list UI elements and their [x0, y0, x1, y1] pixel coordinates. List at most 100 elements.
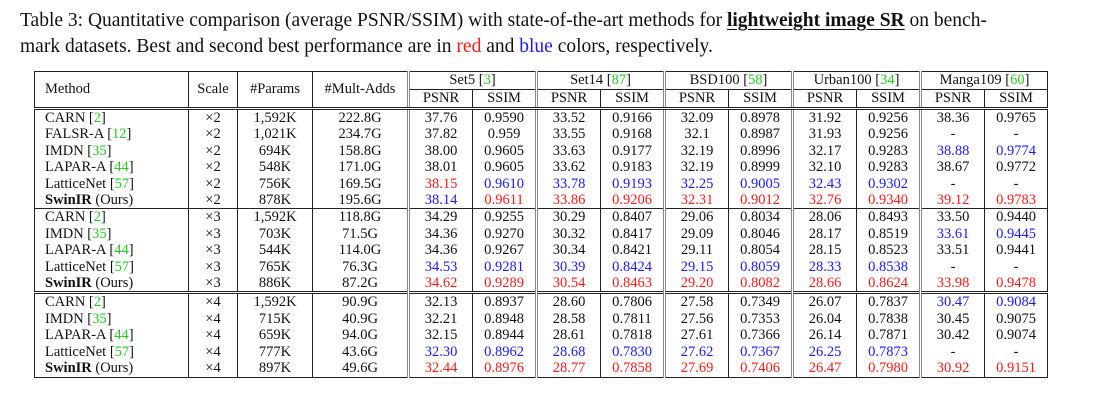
citation-link[interactable]: 34	[880, 72, 895, 89]
table-row: LAPAR-A [44] ×3 544K 114.0G 34.36 0.9267 30…	[35, 242, 1048, 259]
table-row: SwinIR (Ours) ×3 886K 87.2G 34.62 0.9289 30…	[35, 275, 1048, 293]
header-ssim: SSIM	[472, 89, 537, 110]
citation-link[interactable]: 35	[92, 142, 107, 159]
psnr-cell: 34.36	[407, 225, 473, 243]
citation-link[interactable]: 57	[114, 343, 130, 360]
method-cell: CARN [2]	[45, 110, 106, 126]
header-params: #Params	[237, 71, 313, 110]
params-cell: 765K	[237, 258, 313, 276]
ours-label: (Ours)	[91, 192, 134, 209]
psnr-cell: 33.62	[535, 159, 601, 176]
ssim-cell: 0.8421	[600, 242, 665, 259]
header-psnr: PSNR	[919, 89, 985, 110]
psnr-cell: 28.15	[791, 242, 857, 259]
ssim-cell: 0.8417	[600, 225, 665, 243]
citation-link[interactable]: 35	[92, 310, 107, 327]
ssim-cell: 0.8538	[856, 258, 921, 276]
mult-adds-cell: 87.2G	[312, 275, 409, 293]
citation-link[interactable]: 35	[92, 225, 107, 242]
psnr-cell: 26.25	[791, 343, 857, 361]
psnr-cell: 28.61	[535, 327, 601, 344]
ours-label: (Ours)	[91, 360, 134, 377]
psnr-cell: 28.68	[535, 343, 601, 361]
scale-cell: ×4	[188, 310, 238, 328]
method-name: LatticeNet	[45, 258, 107, 275]
citation-link[interactable]: 44	[114, 327, 129, 344]
ssim-cell: 0.9765	[984, 108, 1048, 127]
ours-label: (Ours)	[91, 275, 134, 292]
psnr-cell: 30.54	[535, 275, 601, 293]
mult-adds-cell: 90.9G	[312, 291, 409, 311]
ssim-cell: 0.8948	[472, 310, 537, 328]
ssim-cell: 0.8523	[856, 242, 921, 259]
mult-adds-cell: 171.0G	[312, 159, 409, 176]
caption-prefix: Table 3: Quantitative comparison (averag…	[20, 10, 727, 31]
citation-link[interactable]: 2	[93, 110, 102, 126]
header-dataset: Urban100 [34]	[791, 71, 921, 90]
ssim-cell: 0.9289	[472, 275, 537, 293]
ssim-cell: 0.9177	[600, 142, 665, 160]
method-name: IMDN	[45, 225, 84, 242]
ssim-cell: 0.9075	[984, 310, 1048, 328]
psnr-cell: 37.76	[407, 108, 473, 127]
ssim-cell: 0.8624	[856, 275, 921, 293]
header-dataset: BSD100 [58]	[663, 71, 793, 90]
citation-link[interactable]: 87	[611, 72, 627, 89]
caption-bold-topic: lightweight image SR	[726, 10, 905, 31]
ssim-cell: -	[984, 126, 1048, 143]
citation-link[interactable]: 2	[93, 294, 102, 311]
psnr-cell: 32.1	[663, 126, 729, 143]
mult-adds-cell: 40.9G	[312, 310, 409, 328]
psnr-cell: 32.31	[663, 192, 729, 209]
header-mult-adds: #Mult-Adds	[312, 71, 409, 110]
header-ssim: SSIM	[728, 89, 793, 110]
citation-link[interactable]: 58	[748, 72, 763, 89]
mult-adds-cell: 222.8G	[312, 108, 409, 127]
citation-link[interactable]: 44	[114, 159, 129, 176]
psnr-cell: 31.93	[791, 126, 857, 143]
ssim-cell: 0.9074	[984, 327, 1048, 344]
psnr-cell: 26.07	[791, 291, 857, 311]
ssim-cell: 0.8493	[856, 208, 921, 226]
psnr-cell: 33.78	[535, 175, 601, 193]
citation-link[interactable]: 2	[93, 209, 102, 226]
citation-link[interactable]: 3	[483, 72, 491, 89]
ssim-cell: 0.9283	[856, 159, 921, 176]
ssim-cell: 0.9772	[984, 159, 1048, 176]
citation-link[interactable]: 60	[1010, 72, 1025, 89]
ssim-cell: -	[984, 258, 1048, 276]
params-cell: 897K	[237, 360, 313, 378]
method-cell: LAPAR-A [44]	[45, 159, 134, 176]
scale-cell: ×3	[188, 258, 238, 276]
citation-link[interactable]: 57	[114, 258, 130, 275]
params-cell: 1,021K	[237, 126, 313, 143]
ssim-cell: 0.8407	[600, 208, 665, 226]
ssim-cell: 0.8987	[728, 126, 793, 143]
params-cell: 777K	[237, 343, 313, 361]
ssim-cell: 0.9440	[984, 208, 1048, 226]
psnr-cell: 30.32	[535, 225, 601, 243]
psnr-cell: 31.92	[791, 108, 857, 127]
psnr-cell: 38.14	[407, 192, 473, 209]
params-cell: 548K	[237, 159, 313, 176]
ssim-cell: 0.7818	[600, 327, 665, 344]
ssim-cell: 0.9267	[472, 242, 537, 259]
psnr-cell: 29.15	[663, 258, 729, 276]
citation-link[interactable]: 44	[114, 242, 129, 259]
ssim-cell: 0.9256	[856, 108, 921, 127]
citation-link[interactable]: 57	[114, 175, 130, 192]
ssim-cell: 0.8944	[472, 327, 537, 344]
psnr-cell: 33.52	[535, 108, 601, 127]
header-psnr: PSNR	[663, 89, 729, 110]
psnr-cell: 38.15	[407, 175, 473, 193]
psnr-cell: 38.36	[919, 108, 985, 127]
ssim-cell: 0.7366	[728, 327, 793, 344]
citation-link[interactable]: 12	[112, 126, 127, 143]
header-dataset: Set5 [3]	[407, 71, 537, 90]
header-ssim: SSIM	[856, 89, 921, 110]
method-name: FALSR-A	[45, 126, 104, 143]
ssim-cell: 0.7871	[856, 327, 921, 344]
scale-cell: ×3	[188, 275, 238, 293]
table-row: IMDN [35] ×2 694K 158.8G 38.00 0.9605 33.63…	[35, 142, 1048, 160]
ssim-cell: 0.7353	[728, 310, 793, 328]
